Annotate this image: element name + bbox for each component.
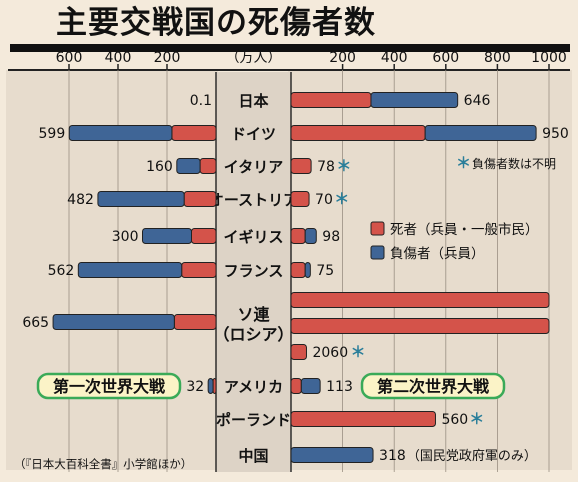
ww1-dead-bar-6 xyxy=(173,314,217,330)
ww1-dead-bar-2 xyxy=(199,158,217,174)
ww2-badge-label: 第二次世界大戦 xyxy=(377,377,490,396)
axis-unit-label: （万人） xyxy=(226,50,282,66)
ww2-total-label-8: 560 xyxy=(441,412,468,428)
country-name-5: フランス xyxy=(224,262,284,280)
wounded-unknown-star-2: ＊ xyxy=(336,157,351,175)
ww1-dead-bar-1 xyxy=(171,125,217,141)
ww1-total-label-5: 562 xyxy=(48,263,75,279)
ww2-total-label-0: 646 xyxy=(464,93,491,109)
wounded-unknown-note: 負傷者数は不明 xyxy=(472,156,556,171)
ww2-note-9: （国民党政府軍のみ） xyxy=(407,449,537,464)
legend-wounded-swatch xyxy=(370,245,385,260)
ww2-total-label-7: 113 xyxy=(326,379,353,395)
ww1-dead-bar-4 xyxy=(191,228,217,244)
ww1-dead-bar-3 xyxy=(183,191,217,207)
ww1-wounded-bar-3 xyxy=(97,191,185,207)
axis-tick-label-left-400: 400 xyxy=(105,50,132,66)
axis-tick-label-right-1000: 1000 xyxy=(531,50,567,66)
ww2-wounded-bar-1 xyxy=(424,125,537,141)
ww2-total-label-3: 70 xyxy=(315,192,333,208)
ww2-dead-bar-3 xyxy=(290,191,310,207)
axis-tick-label-right-400: 400 xyxy=(381,50,408,66)
legend-wounded-label: 負傷者（兵員） xyxy=(390,246,485,262)
ww2-dead-bar-segment-3-6 xyxy=(290,344,307,360)
ww1-total-label-6: 665 xyxy=(22,315,49,331)
axis-tick-label-left-200: 200 xyxy=(154,50,181,66)
ww2-dead-bar-4 xyxy=(290,228,306,244)
ww2-wounded-bar-7 xyxy=(300,378,321,394)
ww1-wounded-bar-7 xyxy=(207,378,214,394)
ww1-badge-label: 第一次世界大戦 xyxy=(53,377,166,396)
center-column xyxy=(216,72,291,472)
ww1-wounded-bar-4 xyxy=(142,228,192,244)
ww2-wounded-bar-9 xyxy=(290,447,374,463)
wounded-unknown-star-3: ＊ xyxy=(334,190,349,208)
note-star: ＊ xyxy=(456,154,471,172)
ww2-total-label-4: 98 xyxy=(322,229,340,245)
ww2-dead-bar-8 xyxy=(290,411,436,427)
country-name-8: ポーランド xyxy=(216,411,291,429)
ww1-wounded-bar-2 xyxy=(176,158,201,174)
ww2-badge xyxy=(360,372,506,400)
ww2-total-label-6: 2060 xyxy=(312,345,348,361)
ww1-total-label-1: 599 xyxy=(39,126,66,142)
ww2-wounded-bar-0 xyxy=(370,92,459,108)
wounded-unknown-star-8: ＊ xyxy=(469,410,484,428)
country-name-3: オーストリア xyxy=(209,191,298,209)
wounded-unknown-star-6: ＊ xyxy=(350,343,365,361)
ww1-wounded-bar-6 xyxy=(52,314,175,330)
country-name-0: 日本 xyxy=(238,92,268,110)
ww2-total-label-2: 78 xyxy=(317,159,335,175)
legend-dead-label: 死者（兵員・一般市民） xyxy=(390,221,539,238)
ww2-dead-bar-segment-1-6 xyxy=(290,292,550,308)
ww2-dead-bar-1 xyxy=(290,125,426,141)
ww2-dead-bar-0 xyxy=(290,92,372,108)
country-name-2: イタリア xyxy=(224,158,283,176)
country-name-9: 中国 xyxy=(238,447,268,465)
country-name-7: アメリカ xyxy=(224,378,283,396)
ww2-total-label-5: 75 xyxy=(316,263,334,279)
axis-tick-label-right-600: 600 xyxy=(432,50,459,66)
ww1-total-label-4: 300 xyxy=(112,229,139,245)
ww1-badge xyxy=(36,372,182,400)
ww2-total-label-1: 950 xyxy=(542,126,569,142)
ww2-dead-bar-5 xyxy=(290,262,306,278)
chart-title: 主要交戦国の死傷者数 xyxy=(56,5,376,41)
ww2-dead-bar-7 xyxy=(290,378,302,394)
title-underline xyxy=(10,44,570,52)
ww1-total-label-3: 482 xyxy=(67,192,94,208)
ww1-dead-bar-5 xyxy=(181,262,217,278)
axis-tick-label-right-800: 800 xyxy=(484,50,511,66)
country-name-6: ソ連（ロシア） xyxy=(213,305,293,344)
country-name-4: イギリス xyxy=(223,228,283,246)
source-credit: （『日本大百科全書』小学館ほか） xyxy=(14,457,192,471)
ww2-wounded-bar-4 xyxy=(304,228,317,244)
ww1-total-label-7: 32 xyxy=(186,379,204,395)
ww1-total-label-0: 0.1 xyxy=(190,93,212,109)
axis-tick-label-right-200: 200 xyxy=(329,50,356,66)
legend-dead-swatch xyxy=(370,221,385,236)
ww2-wounded-bar-5 xyxy=(304,262,311,278)
ww1-wounded-bar-5 xyxy=(77,262,183,278)
ww1-total-label-2: 160 xyxy=(146,159,173,175)
ww1-wounded-bar-1 xyxy=(68,125,173,141)
ww2-total-label-9: 318 xyxy=(379,448,406,464)
axis-tick-label-left-600: 600 xyxy=(56,50,83,66)
country-name-1: ドイツ xyxy=(231,125,276,143)
ww2-dead-bar-segment-2-6 xyxy=(290,318,550,334)
ww2-dead-bar-2 xyxy=(290,158,312,174)
